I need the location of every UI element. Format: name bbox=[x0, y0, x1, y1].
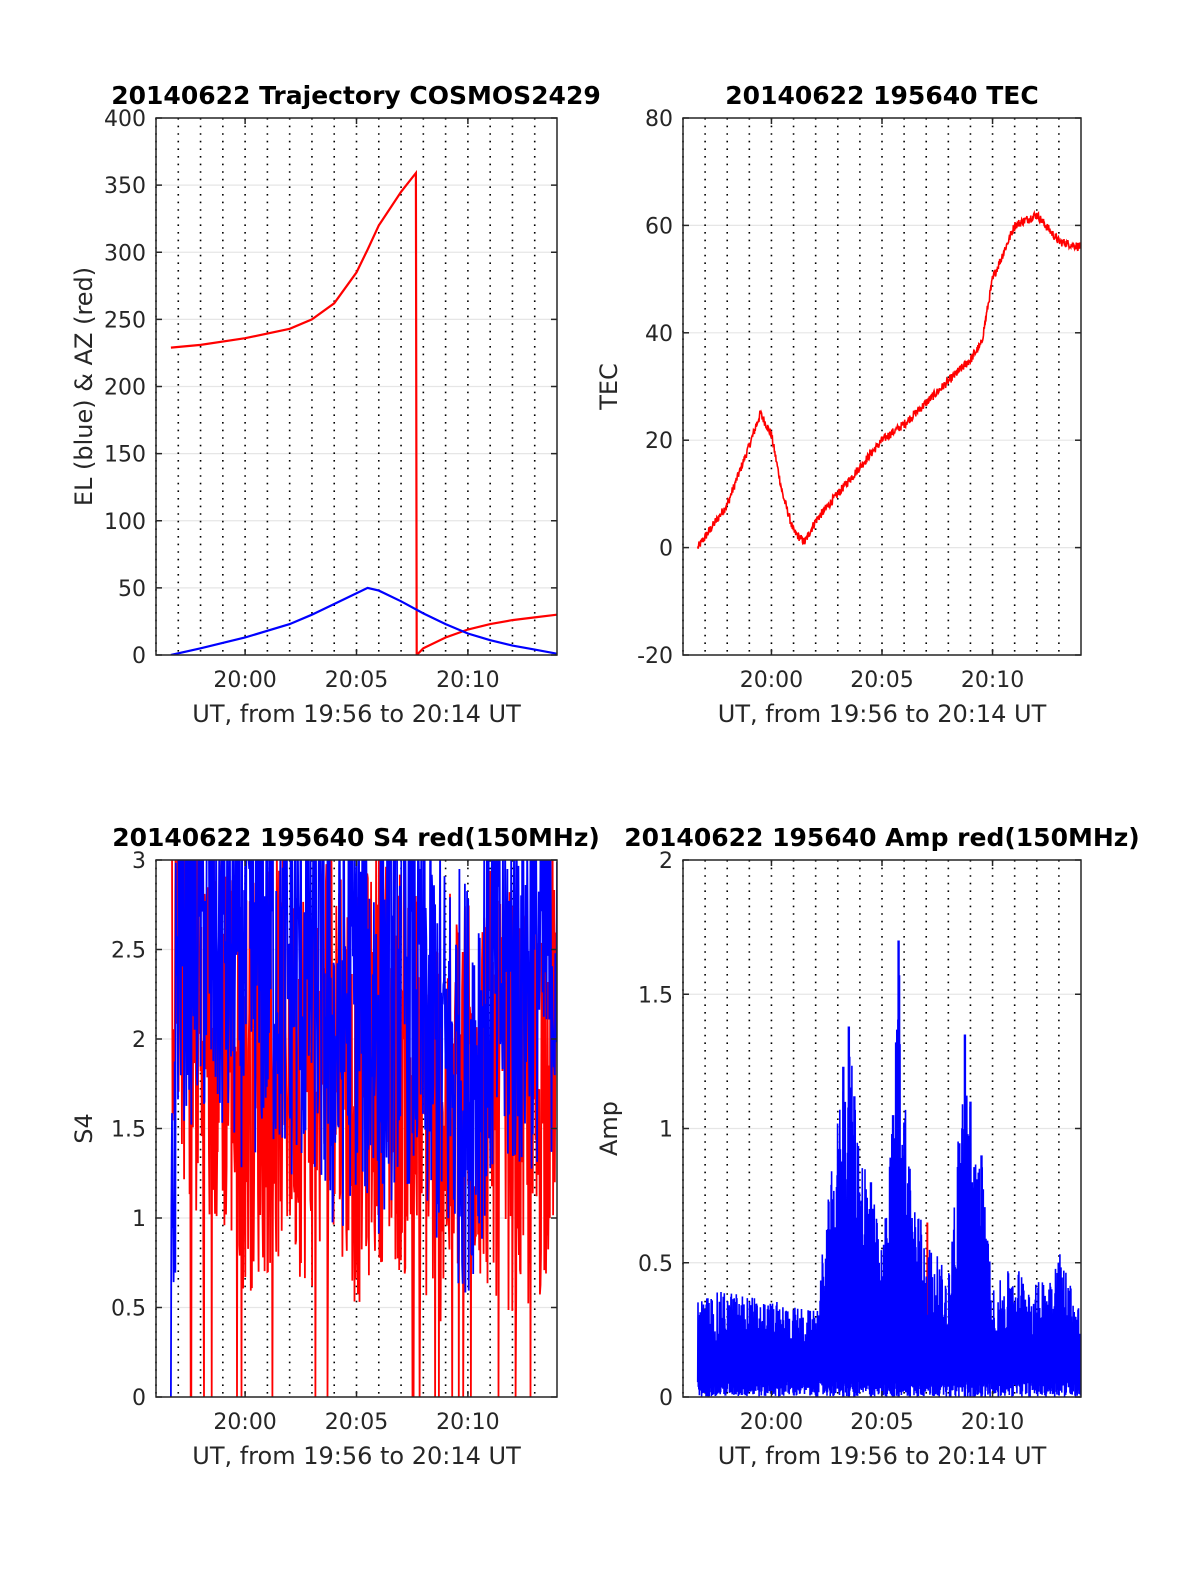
x-tick-label: 20:00 bbox=[740, 668, 803, 693]
series-line bbox=[170, 169, 557, 655]
x-tick-label: 20:05 bbox=[325, 668, 388, 693]
chart-title: 20140622 195640 TEC bbox=[725, 81, 1038, 110]
y-axis-label: Amp bbox=[595, 1101, 623, 1156]
y-tick-label: 300 bbox=[104, 241, 146, 266]
y-tick-label: 0 bbox=[659, 537, 673, 562]
chart-title: 20140622 195640 Amp red(150MHz) bbox=[624, 823, 1140, 852]
x-axis-label: UT, from 19:56 to 20:14 UT bbox=[192, 1442, 521, 1470]
x-tick-label: 20:05 bbox=[850, 1410, 913, 1435]
y-tick-label: 80 bbox=[645, 107, 673, 132]
series-group bbox=[696, 209, 1081, 549]
y-axis-label: S4 bbox=[70, 1113, 98, 1144]
tec-panel: -20 0 20 40 60 80 20:00 20:05 20:10 20140622 1956… bbox=[595, 81, 1082, 728]
y-tick-label: 2 bbox=[659, 849, 673, 874]
trajectory-panel: 0 50 100 150 200 250 300 350 400 20:00 20:05 20:10 2… bbox=[70, 81, 601, 728]
y-tick-label: 400 bbox=[104, 107, 146, 132]
x-tick-label: 20:05 bbox=[325, 1410, 388, 1435]
x-axis-label: UT, from 19:56 to 20:14 UT bbox=[192, 700, 521, 728]
x-axis-label: UT, from 19:56 to 20:14 UT bbox=[718, 700, 1047, 728]
y-tick-label: 20 bbox=[645, 429, 673, 454]
tec-line bbox=[696, 209, 1081, 549]
y-tick-label: 3 bbox=[132, 849, 146, 874]
y-tick-label: 50 bbox=[118, 577, 146, 602]
y-tick-label: 0 bbox=[132, 644, 146, 669]
series-line bbox=[170, 586, 557, 655]
amp-line bbox=[696, 975, 1081, 1397]
y-tick-label: 1 bbox=[132, 1207, 146, 1232]
y-tick-label: 2 bbox=[132, 1028, 146, 1053]
chart-title: 20140622 195640 S4 red(150MHz) bbox=[112, 823, 600, 852]
y-axis-label: TEC bbox=[595, 363, 623, 411]
y-tick-label: 2.5 bbox=[111, 939, 146, 964]
y-tick-label: 100 bbox=[104, 510, 146, 535]
series-group bbox=[170, 169, 557, 655]
y-tick-label: 40 bbox=[645, 322, 673, 347]
y-tick-label: 1.5 bbox=[638, 983, 673, 1008]
series-group bbox=[696, 940, 1081, 1397]
chart-title: 20140622 Trajectory COSMOS2429 bbox=[111, 81, 601, 110]
x-tick-label: 20:10 bbox=[961, 1410, 1024, 1435]
x-tick-label: 20:10 bbox=[436, 668, 499, 693]
y-tick-label: 150 bbox=[104, 443, 146, 468]
x-axis-label: UT, from 19:56 to 20:14 UT bbox=[718, 1442, 1047, 1470]
y-tick-label: 350 bbox=[104, 174, 146, 199]
y-tick-label: 1.5 bbox=[111, 1118, 146, 1143]
y-tick-label: 1 bbox=[659, 1118, 673, 1143]
y-tick-label: 200 bbox=[104, 376, 146, 401]
series-group bbox=[170, 860, 557, 1397]
y-tick-label: 250 bbox=[104, 308, 146, 333]
amp-panel: 0 0.5 1 1.5 2 20:00 20:05 20:10 20140622 195640 … bbox=[595, 823, 1140, 1470]
x-tick-label: 20:05 bbox=[850, 668, 913, 693]
y-tick-label: 0 bbox=[132, 1386, 146, 1411]
x-tick-label: 20:00 bbox=[740, 1410, 803, 1435]
s4-panel: 0 0.5 1 1.5 2 2.5 3 20:00 20:05 20:10 20140622 195… bbox=[70, 823, 600, 1470]
x-tick-label: 20:10 bbox=[436, 1410, 499, 1435]
y-tick-label: 0.5 bbox=[638, 1252, 673, 1277]
y-axis-label: EL (blue) & AZ (red) bbox=[70, 267, 98, 506]
s4-line bbox=[170, 860, 557, 1397]
y-tick-label: 0.5 bbox=[111, 1297, 146, 1322]
y-tick-label: -20 bbox=[637, 644, 673, 669]
y-tick-label: 60 bbox=[645, 214, 673, 239]
x-tick-label: 20:10 bbox=[961, 668, 1024, 693]
y-tick-label: 0 bbox=[659, 1386, 673, 1411]
x-tick-label: 20:00 bbox=[213, 1410, 276, 1435]
x-tick-label: 20:00 bbox=[213, 668, 276, 693]
